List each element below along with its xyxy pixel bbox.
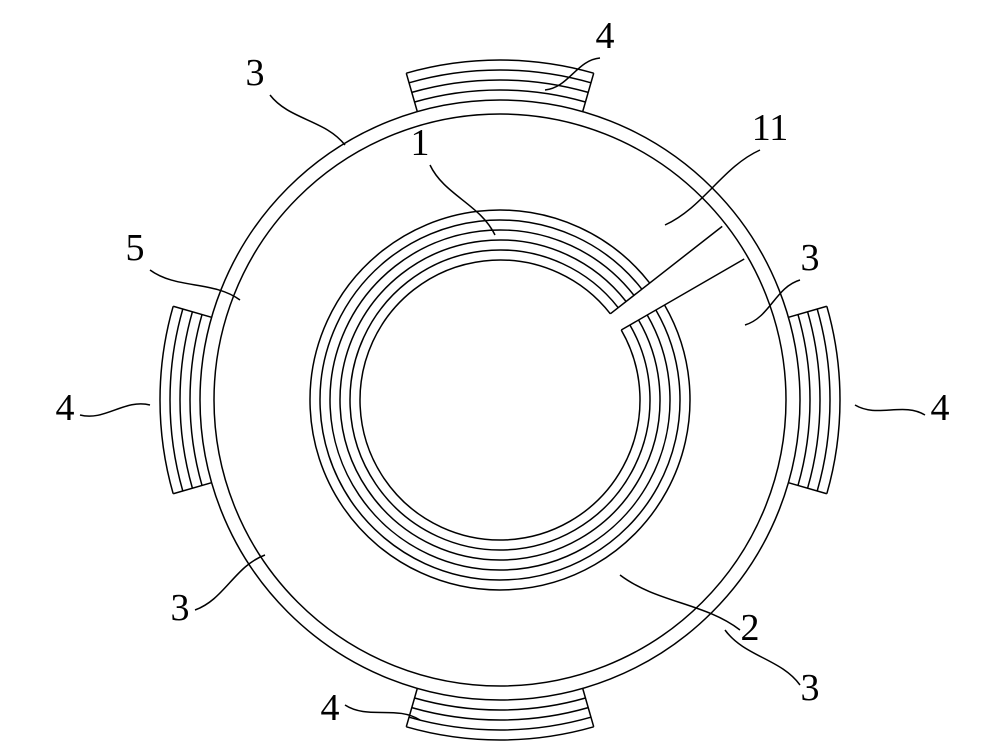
inner-ring-2 [330,230,670,570]
mechanical-ring-diagram: 1233334444511 [0,0,1000,742]
tab-270-ring-3 [170,309,183,491]
tab-90-ring-3 [817,309,830,491]
leader-5 [150,270,240,300]
label-3c: 3 [801,667,820,709]
tab-0-ring-2 [412,80,588,92]
leader-4b [855,405,925,415]
leader-3a [270,95,345,145]
label-3d: 3 [171,587,190,629]
tab-180-ring-3 [409,717,591,730]
tab-90-ring-4 [827,306,840,493]
tab-180-side [583,688,594,726]
label-2: 2 [741,607,760,649]
tab-90-ring-2 [808,312,820,488]
leader-3c [725,630,800,685]
leader-4d [80,404,150,416]
tab-180-ring-2 [412,708,588,720]
tab-270-side [173,483,211,494]
label-4a: 4 [596,15,615,57]
tab-0-ring-4 [406,60,593,73]
label-1: 1 [411,122,430,164]
leader-3b [745,280,800,325]
leader-3d [195,555,265,610]
tab-90-side [788,483,826,494]
slot-edge-right [621,259,744,330]
tab-0-ring-3 [409,70,591,83]
tab-0-side [583,73,594,111]
inner-ring-3 [340,240,660,560]
label-3a: 3 [246,52,265,94]
label-4b: 4 [931,387,950,429]
tab-270-ring-2 [180,312,192,488]
inner-ring-5 [360,260,640,540]
inner-ring-1 [320,220,680,580]
tab-0-side [406,73,417,111]
tab-270-side [173,306,211,317]
inner-ring-0 [310,210,690,590]
tab-90-side [788,306,826,317]
label-11: 11 [752,107,789,149]
tab-270-ring-4 [160,306,173,493]
inner-ring-4 [350,250,650,550]
label-4c: 4 [321,687,340,729]
label-5: 5 [126,227,145,269]
label-4d: 4 [56,387,75,429]
label-3b: 3 [801,237,820,279]
slot-edge-left [610,226,722,313]
tab-180-side [406,688,417,726]
leader-11 [665,150,760,225]
tab-180-ring-4 [406,727,593,740]
